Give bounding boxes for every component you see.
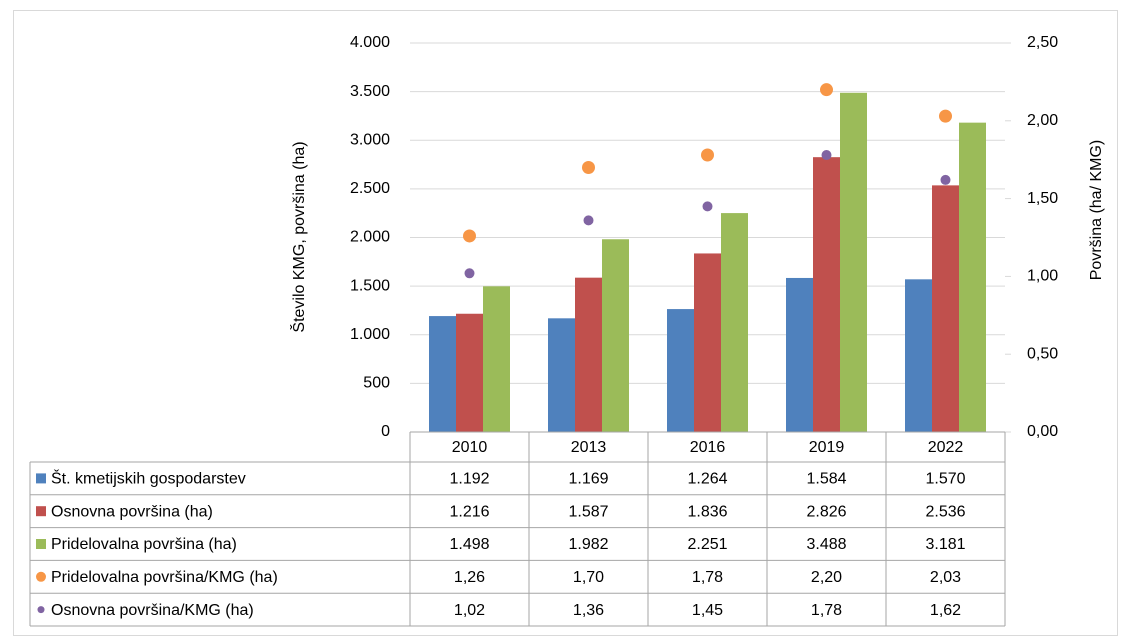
x-tick-label: 2022	[928, 439, 964, 456]
table-value: 1,36	[573, 602, 604, 619]
y-tick-label: 2.500	[350, 180, 390, 197]
table-value: 1,45	[692, 602, 723, 619]
table-value: 1.169	[568, 471, 608, 488]
legend-label: Osnovna površina (ha)	[51, 503, 213, 520]
x-tick-label: 2019	[809, 439, 845, 456]
bar	[575, 277, 602, 432]
y-tick-label: 500	[363, 375, 390, 392]
table-value: 1,02	[454, 602, 485, 619]
table-value: 1.570	[925, 471, 965, 488]
table-value: 1.192	[449, 471, 489, 488]
legend-key	[36, 539, 46, 549]
bar	[813, 157, 840, 432]
dot	[702, 201, 713, 212]
table-value: 2.251	[687, 536, 727, 553]
y-tick-label: 4.000	[350, 34, 390, 51]
y2-tick-label: 1,00	[1027, 268, 1058, 285]
legend-label: Osnovna površina/KMG (ha)	[51, 602, 254, 619]
bar	[483, 286, 510, 432]
table-value: 1.982	[568, 536, 608, 553]
table-value: 1,78	[811, 602, 842, 619]
legend-key	[36, 571, 46, 582]
table-value: 1,26	[454, 569, 485, 586]
bar	[456, 313, 483, 432]
table-value: 2.826	[806, 503, 846, 520]
dot	[820, 83, 833, 97]
bar	[840, 92, 867, 433]
dot	[582, 160, 595, 174]
legend-label: Pridelovalna površina/KMG (ha)	[51, 569, 278, 586]
table-value: 1.836	[687, 503, 727, 520]
y2-tick-label: 0,50	[1027, 345, 1058, 362]
table-value: 1.584	[806, 471, 846, 488]
bar	[602, 239, 629, 432]
table-value: 3.488	[806, 536, 846, 553]
legend-key	[37, 606, 45, 614]
y2-axis-title: Površina (ha/ KMG)	[1088, 140, 1105, 280]
y-tick-label: 3.500	[350, 83, 390, 100]
dot	[701, 148, 714, 162]
y-tick-label: 2.000	[350, 229, 390, 246]
bar	[959, 122, 986, 432]
legend-label: Št. kmetijskih gospodarstev	[51, 469, 246, 488]
bar	[905, 279, 932, 432]
bar	[548, 318, 575, 432]
table-value: 1.587	[568, 503, 608, 520]
y2-tick-label: 1,50	[1027, 190, 1058, 207]
table-value: 2,20	[811, 569, 842, 586]
table-value: 1.216	[449, 503, 489, 520]
y-tick-label: 0	[381, 423, 390, 440]
y-tick-label: 1.500	[350, 277, 390, 294]
legend-key	[36, 506, 46, 517]
table-value: 1.264	[687, 471, 727, 488]
table-value: 1,78	[692, 569, 723, 586]
y-tick-label: 3.000	[350, 131, 390, 148]
dot	[583, 215, 594, 226]
legend-label: Pridelovalna površina (ha)	[51, 536, 237, 553]
table-value: 2.536	[925, 503, 965, 520]
dot	[940, 174, 951, 185]
table-value: 1,62	[930, 602, 961, 619]
x-tick-label: 2013	[571, 439, 607, 456]
dot	[464, 268, 475, 279]
y2-tick-label: 2,00	[1027, 112, 1058, 129]
y2-tick-label: 2,50	[1027, 34, 1058, 51]
dot	[939, 109, 952, 123]
bar	[932, 185, 959, 432]
bar	[694, 253, 721, 432]
bar	[429, 316, 456, 432]
x-tick-label: 2016	[690, 439, 726, 456]
bar	[721, 213, 748, 432]
x-tick-label: 2010	[452, 439, 488, 456]
legend-key	[36, 473, 46, 484]
y-axis-title: Število KMG, površina (ha)	[289, 141, 308, 332]
dot	[821, 150, 832, 161]
table-value: 3.181	[925, 536, 965, 553]
table-value: 1,70	[573, 569, 604, 586]
bar	[786, 277, 813, 432]
y2-tick-label: 0,00	[1027, 423, 1058, 440]
bar	[667, 309, 694, 432]
table-value: 2,03	[930, 569, 961, 586]
y-tick-label: 1.000	[350, 326, 390, 343]
dot	[463, 229, 476, 243]
table-value: 1.498	[449, 536, 489, 553]
